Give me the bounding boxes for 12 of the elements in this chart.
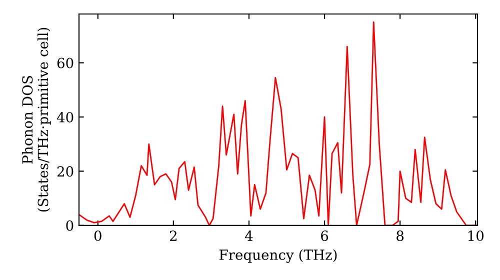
x-tick-label: 0 [94,230,102,242]
y-tick-label: 0 [66,220,74,231]
y-tick-label: 40 [56,112,74,122]
x-tick-label: 4 [244,230,253,241]
x-tick-label: 8 [396,230,404,242]
y-axis-title: Phonon DOS (States/THz·primitive cell) [22,28,51,212]
x-tick-label: 10 [468,230,484,242]
x-tick-label: 6 [321,230,328,242]
y-tick-label: 20 [57,166,74,177]
x-tick-label: 2 [170,230,176,241]
x-axis-title: Frequency (THz) [219,249,337,263]
y-tick-label: 60 [57,58,74,68]
